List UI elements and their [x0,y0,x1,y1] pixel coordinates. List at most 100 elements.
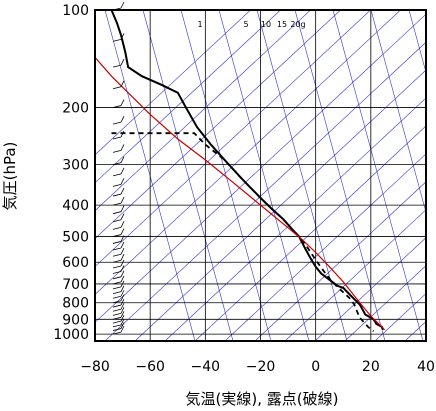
x-tick-label: 0 [311,359,320,375]
wind-barb-flag [120,196,125,204]
mixing-ratio-label: 10 [261,20,271,29]
mixing-ratio-label: 15 [277,20,287,29]
adiabat-line [95,10,281,184]
wind-barb-flag [120,144,125,151]
adiabat-line [344,265,426,341]
wind-barb [112,328,122,331]
wind-barb-flag [120,167,125,175]
mixing-ratio-label: 1 [197,20,202,29]
y-tick-label: 800 [62,296,89,312]
wind-barb-flag [120,205,125,212]
wind-barb [112,331,122,335]
wind-barb [112,320,122,324]
wind-barb-flag [120,1,125,9]
wind-barb-flag [120,130,125,138]
wind-barb [112,312,122,316]
wind-barb-flag [120,33,125,40]
wind-barb-flag [120,187,125,195]
wind-barb [112,86,122,90]
wind-barb [112,183,122,187]
wind-barb-flag [120,213,125,220]
y-tick-label: 200 [62,101,89,117]
wind-barb-flag [120,290,125,297]
x-tick-label: −20 [246,359,276,375]
wind-barb [112,324,122,328]
wind-barb [112,291,122,295]
x-tick-labels: −80 −60 −40 −20 0 20 40 [80,359,435,375]
series-group [95,10,386,333]
wind-barb-flag [120,265,125,272]
adiabat-line [134,69,426,341]
wind-barb [112,150,122,153]
wind-barb-flag [120,248,125,255]
wind-barb [112,136,122,140]
wind-barb-flag [120,156,125,163]
wind-barb-flag [120,178,125,185]
wind-barb [112,241,122,244]
grid-lines [94,9,427,341]
wind-barb-flag [120,228,125,235]
wind-barb [112,105,122,108]
wind-barb-flag [120,115,125,123]
y-tick-label: 1000 [53,327,89,343]
mixing-line [408,10,426,74]
wind-barb [112,286,122,290]
wind-barb [112,247,122,251]
wind-barb [112,39,122,42]
adiabat-line [224,153,426,341]
adiabat-line [284,209,426,341]
x-tick-label: −40 [191,359,221,375]
wind-barb-flag [120,325,125,333]
wind-barb [112,276,122,280]
mixing-line [256,10,348,341]
wind-barb-flag [120,254,125,261]
wind-barb-flag [120,298,125,306]
mixing-line [180,10,272,341]
wind-barb-flag [120,303,125,310]
wind-barb-flag [120,99,125,106]
mixing-line [142,10,234,341]
wind-barb [112,173,122,177]
wind-barb [112,271,122,274]
wind-barb [112,308,122,312]
wind-barb [112,121,122,125]
series-line [111,132,375,333]
wind-barb-flag [120,259,125,267]
wind-barb-flag [120,270,125,277]
wind-barb-flag [120,58,125,66]
wind-barb-flag [120,322,125,329]
wind-barb-flag [120,80,125,87]
wind-barb [112,64,122,68]
wind-barb [112,300,122,304]
wind-barb [112,234,122,237]
wind-barb-flag [120,307,125,314]
wind-barb-flag [120,311,125,318]
adiabat-line [95,10,371,267]
x-tick-label: 40 [417,359,435,375]
y-tick-label: 900 [62,312,89,328]
mixing-line [218,10,310,341]
wind-barb [112,316,122,320]
wind-barb [112,265,122,269]
wind-barb [112,162,122,166]
wind-barb [112,253,122,257]
wind-barb [112,226,122,230]
y-tick-label: 400 [62,198,89,214]
adiabat-line [95,10,401,295]
mixing-ratio-labels: 1 5 10 15 20g [197,20,305,29]
wind-barb [112,202,122,206]
wind-barb-flag [120,221,125,228]
y-tick-label: 300 [62,158,89,174]
wind-barb-flag [120,241,125,249]
wind-barb [112,304,122,308]
wind-barb-flag [120,318,125,326]
adiabat-line [95,10,341,240]
x-tick-label: −60 [135,359,165,375]
y-tick-label: 700 [62,277,89,293]
wind-barb-flag [120,314,125,322]
mixing-ratio-label: 5 [243,20,248,29]
mixing-line [294,10,386,341]
x-axis-label: 気温(実線), 露点(破線) [186,390,339,408]
